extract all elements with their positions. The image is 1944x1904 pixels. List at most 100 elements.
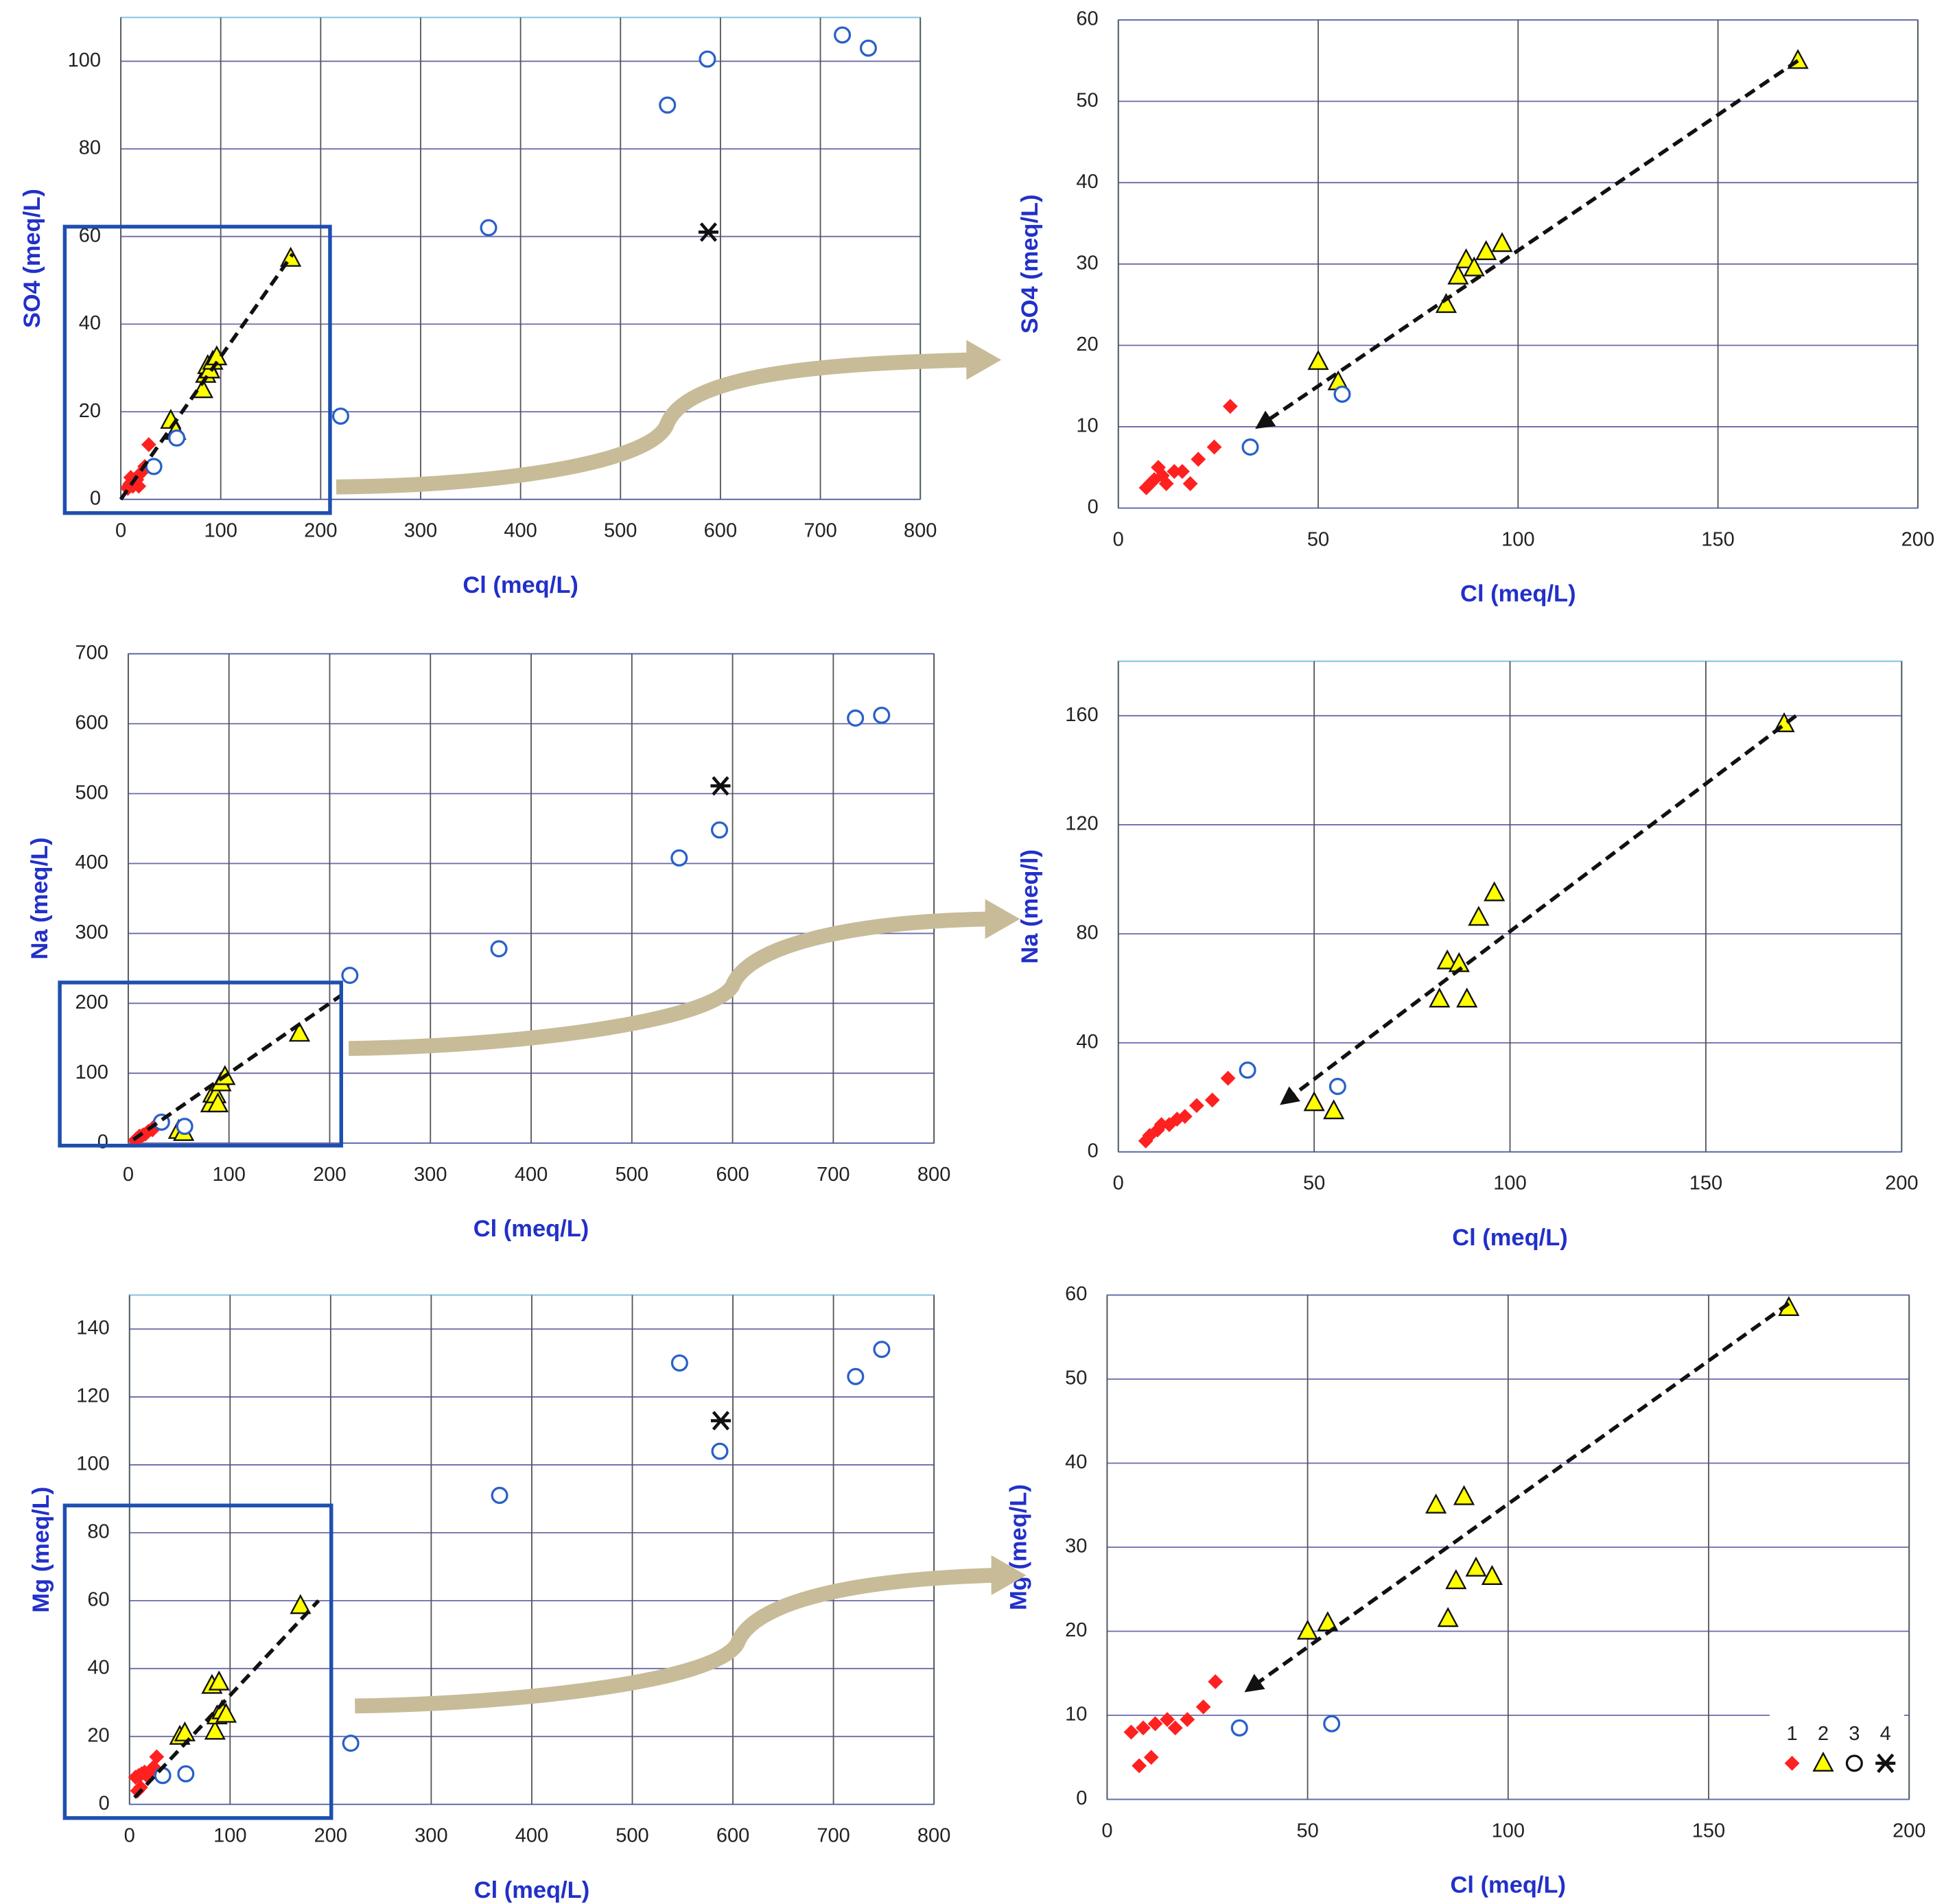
y-tick-label: 40 xyxy=(1076,1031,1098,1053)
y-tick-label: 0 xyxy=(90,487,101,509)
y-tick-label: 40 xyxy=(1076,171,1098,193)
x-tick-label: 700 xyxy=(817,1164,850,1186)
point xyxy=(670,1354,688,1372)
x-axis-title: Cl (meq/L) xyxy=(1452,1225,1568,1251)
point xyxy=(859,39,877,57)
point xyxy=(1195,1699,1211,1715)
x-tick-label: 800 xyxy=(917,1825,950,1847)
point xyxy=(699,50,716,68)
scatter-panel: 0 100 200 300 400 500 600 700 0 100 200 300 400 500 60… xyxy=(27,642,950,1243)
y-tick-label: 80 xyxy=(79,137,101,159)
point xyxy=(670,849,688,867)
y-tick-label: 600 xyxy=(75,712,108,733)
y-axis-title: Na (meq/L) xyxy=(27,837,53,959)
point xyxy=(659,96,677,114)
point xyxy=(873,706,891,725)
x-tick-label: 300 xyxy=(414,1825,447,1847)
y-tick-label: 500 xyxy=(75,781,108,803)
y-tick-label: 120 xyxy=(1065,813,1098,835)
trend-line xyxy=(1255,59,1799,429)
point xyxy=(1143,1750,1159,1765)
y-tick-label: 100 xyxy=(68,49,101,71)
point xyxy=(1147,1716,1163,1732)
point xyxy=(1132,1758,1147,1774)
point xyxy=(132,1780,148,1795)
point xyxy=(290,1594,312,1614)
y-axis-title: SO4 (meq/L) xyxy=(19,189,45,328)
y-tick-label: 20 xyxy=(1065,1619,1087,1641)
x-tick-label: 100 xyxy=(1492,1820,1525,1842)
point xyxy=(215,1702,237,1723)
zoom-arrowhead xyxy=(985,899,1020,939)
y-tick-label: 60 xyxy=(87,1589,109,1611)
y-tick-label: 10 xyxy=(1065,1704,1087,1726)
y-tick-label: 120 xyxy=(76,1385,109,1407)
point xyxy=(1447,264,1469,285)
x-tick-label: 50 xyxy=(1307,528,1329,550)
x-tick-label: 500 xyxy=(604,520,637,542)
y-tick-label: 30 xyxy=(1076,252,1098,274)
scatter-panel: 0 20 40 60 80 100 120 140 0 100 200 300 400 500 600 700… xyxy=(28,1294,950,1903)
x-tick-label: 100 xyxy=(1493,1173,1526,1195)
point xyxy=(834,26,852,44)
x-tick-label: 0 xyxy=(1101,1820,1112,1842)
point xyxy=(1429,987,1451,1008)
x-tick-label: 400 xyxy=(515,1164,548,1186)
x-tick-label: 0 xyxy=(124,1825,135,1847)
y-tick-label: 60 xyxy=(1076,8,1098,30)
point xyxy=(710,776,731,796)
x-tick-label: 800 xyxy=(904,520,937,542)
y-tick-label: 40 xyxy=(79,312,101,334)
point xyxy=(847,709,865,727)
x-tick-label: 200 xyxy=(304,520,337,542)
point xyxy=(1317,1611,1339,1632)
x-axis-title: Cl (meq/L) xyxy=(462,572,578,598)
point xyxy=(154,1767,172,1785)
y-tick-label: 700 xyxy=(75,642,108,664)
point xyxy=(698,222,718,242)
point xyxy=(1468,906,1490,926)
y-tick-label: 160 xyxy=(1065,704,1098,726)
point xyxy=(710,821,729,839)
zoom-arrow xyxy=(336,352,972,495)
x-tick-label: 0 xyxy=(123,1164,134,1186)
y-axis-title: Na (meq/l) xyxy=(1017,849,1043,964)
y-tick-label: 50 xyxy=(1065,1367,1087,1389)
x-tick-label: 200 xyxy=(1901,528,1934,550)
point xyxy=(176,1118,194,1136)
x-tick-label: 400 xyxy=(504,520,537,542)
point xyxy=(1323,1715,1341,1732)
x-tick-label: 100 xyxy=(1501,528,1534,550)
y-tick-label: 0 xyxy=(1076,1787,1087,1809)
y-tick-label: 100 xyxy=(76,1453,109,1475)
point xyxy=(710,1411,731,1431)
y-tick-label: 40 xyxy=(1065,1451,1087,1473)
x-tick-label: 300 xyxy=(404,520,437,542)
y-tick-label: 80 xyxy=(87,1521,109,1543)
x-tick-label: 100 xyxy=(212,1164,245,1186)
point xyxy=(491,1486,508,1504)
point xyxy=(1435,293,1457,314)
trend-line xyxy=(132,993,343,1142)
x-tick-label: 0 xyxy=(1113,1173,1124,1195)
point xyxy=(1307,350,1329,371)
point xyxy=(1123,1724,1139,1740)
point xyxy=(1204,1092,1220,1108)
x-tick-label: 500 xyxy=(616,1825,648,1847)
point xyxy=(1323,1099,1345,1120)
y-tick-label: 80 xyxy=(1076,922,1098,944)
y-tick-label: 0 xyxy=(99,1792,110,1814)
x-tick-label: 500 xyxy=(616,1164,648,1186)
y-tick-label: 40 xyxy=(87,1657,109,1679)
point xyxy=(1239,1061,1256,1079)
point xyxy=(1303,1091,1325,1112)
zoom-arrow xyxy=(355,1567,997,1714)
y-tick-label: 50 xyxy=(1076,89,1098,111)
zoom-annotations xyxy=(336,340,1027,1714)
x-tick-label: 700 xyxy=(804,520,836,542)
point xyxy=(1177,1109,1193,1125)
point xyxy=(288,1022,311,1042)
x-tick-label: 800 xyxy=(917,1164,950,1186)
